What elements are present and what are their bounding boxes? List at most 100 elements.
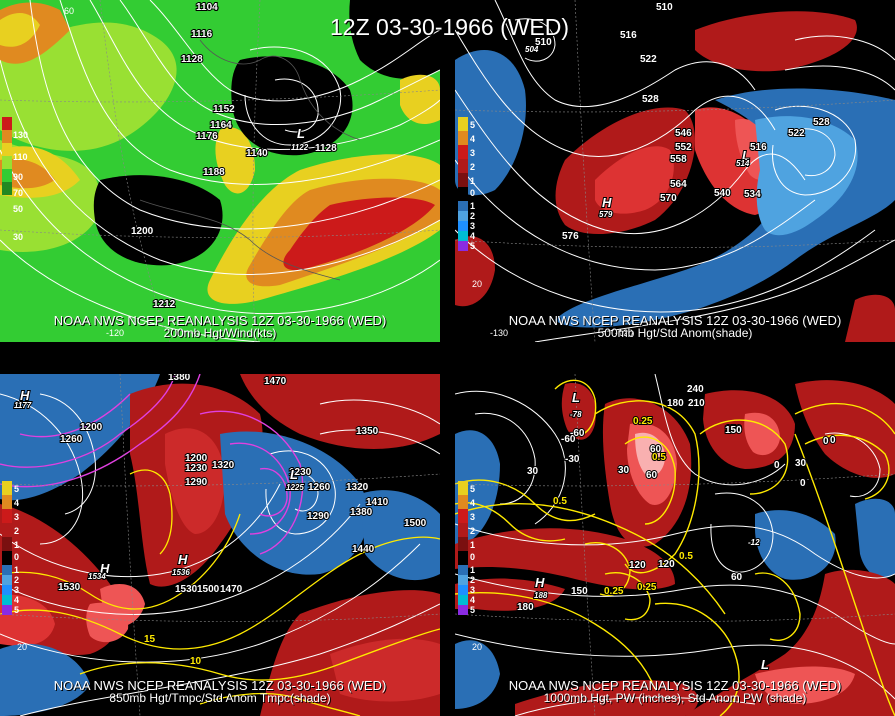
legend-label: 4 [470, 231, 475, 241]
contour-label: 0 [830, 435, 836, 446]
legend-label: 4 [470, 498, 475, 508]
panel-caption-line1: NOAA NWS NCEP REANALYSIS 12Z 03-30-1966 … [508, 678, 842, 693]
high-center-letter: H [602, 195, 612, 210]
contour-label: 30 [527, 466, 539, 477]
pw-label: 0.25 [633, 416, 653, 427]
low-center-value: -12 [748, 538, 760, 547]
high-center-letter: H [535, 575, 545, 590]
legend-label: 2 [470, 162, 475, 172]
lon-tick: -120 [106, 328, 124, 338]
contour-label: 60 [650, 444, 662, 455]
legend-label: 2 [470, 211, 475, 221]
legend-label: 5 [14, 484, 19, 494]
contour-label: 1290 [185, 477, 208, 488]
pw-label: 0.5 [679, 551, 693, 562]
panel-caption-line2: 200mb Hgt/Wind(kts) [163, 326, 277, 340]
legend-label: 2 [470, 575, 475, 585]
legend-label: 5 [470, 605, 475, 615]
legend-200mb: 130 110 90 70 50 30 [2, 117, 28, 242]
lat-tick: 20 [17, 642, 27, 652]
legend-850mb: 5 4 3 2 1 0 1 2 3 4 5 [2, 481, 19, 615]
contour-label: 522 [788, 128, 805, 139]
legend-label: 1 [14, 565, 19, 575]
contour-label: 1380 [168, 374, 191, 383]
legend-label: 3 [470, 512, 475, 522]
contour-label: 120 [658, 559, 675, 570]
legend-label: 1 [470, 540, 475, 550]
contour-label: 564 [670, 179, 687, 190]
legend-label: 3 [14, 585, 19, 595]
legend-label: 4 [14, 595, 19, 605]
legend-label: 0 [470, 552, 475, 562]
high-center-value: 1536 [172, 568, 190, 577]
panel-caption-line2: 500mb Hgt/Std Anom(shade) [597, 326, 753, 340]
contour-label: 1104 [196, 2, 218, 13]
map-1000mb: 5 4 3 2 1 0 1 2 3 4 5 240 180 210 -60 -3… [455, 374, 895, 716]
contour-label: 546 [675, 128, 692, 139]
temp-label: 15 [144, 634, 156, 645]
contour-label: 1500 [404, 518, 427, 529]
panel-200mb: 130 110 90 70 50 30 1104 1116 1128 1152 … [0, 0, 440, 342]
contour-label: 1440 [352, 544, 375, 555]
legend-label: 1 [470, 176, 475, 186]
contour-label: 528 [642, 94, 659, 105]
contour-label: 576 [562, 231, 579, 242]
low-center-value: 514 [736, 159, 750, 168]
contour-label: 1320 [346, 482, 369, 493]
contour-label: 210 [688, 398, 705, 409]
legend-label: 4 [470, 595, 475, 605]
panel-caption-line1: NOAA NWS NCEP REANALYSIS 12Z 03-30-1966 … [53, 678, 387, 693]
contour-label: 1290 [307, 511, 330, 522]
contour-label: 504 [525, 45, 539, 54]
contour-label: 510 [656, 2, 673, 13]
legend-label: 0 [470, 188, 475, 198]
contour-label: 1530 [175, 584, 198, 595]
panel-500mb: 5 4 3 2 1 0 1 2 3 4 5 510 516 522 528 54… [455, 0, 895, 342]
legend-label: 3 [470, 148, 475, 158]
map-200mb: 130 110 90 70 50 30 1104 1116 1128 1152 … [0, 0, 440, 342]
contour-label: 30 [795, 458, 807, 469]
temp-label: 10 [190, 656, 202, 667]
legend-label: 70 [13, 188, 23, 198]
pw-label: 0.25 [637, 582, 657, 593]
contour-label: 1140 [246, 148, 268, 159]
lat-tick: 60 [64, 6, 74, 16]
contour-label: 1260 [308, 482, 331, 493]
contour-label: 150 [725, 425, 742, 436]
low-center-value: -78 [570, 410, 582, 419]
legend-label: 5 [14, 605, 19, 615]
high-center-letter: H [178, 552, 188, 567]
contour-label: 0 [823, 436, 829, 447]
low-center-value: 1122 [291, 143, 309, 152]
legend-label: 3 [470, 221, 475, 231]
legend-label: 50 [13, 204, 23, 214]
contour-label: 1212 [153, 299, 176, 310]
contour-label: 558 [670, 154, 687, 165]
contour-label: 1470 [220, 584, 243, 595]
lon-tick: -130 [490, 328, 508, 338]
legend-label: 1 [470, 201, 475, 211]
contour-label: 1260 [60, 434, 83, 445]
contour-label: 1164 [210, 120, 232, 131]
contour-label: 1116 [191, 29, 213, 40]
lat-tick: 20 [472, 642, 482, 652]
contour-label: 120 [629, 560, 646, 571]
contour-label: 528 [813, 117, 830, 128]
lat-tick: 20 [472, 279, 482, 289]
legend-label: 90 [13, 172, 23, 182]
pw-label: 0.25 [604, 586, 624, 597]
contour-label: 60 [731, 572, 743, 583]
legend-label: 5 [470, 241, 475, 251]
legend-label: 4 [470, 134, 475, 144]
contour-label: 1530 [58, 582, 81, 593]
map-850mb: 5 4 3 2 1 0 1 2 3 4 5 1380 1470 1350 120… [0, 374, 440, 716]
low-center-letter: L [290, 467, 298, 482]
contour-label: 240 [687, 384, 704, 395]
legend-label: 3 [470, 585, 475, 595]
panel-caption-line1: NOAA NWS NCEP REANALYSIS 12Z 03-30-1966 … [508, 313, 842, 328]
lon-tick: -120 [615, 328, 633, 338]
contour-label: 1470 [264, 376, 287, 387]
legend-label: 5 [470, 120, 475, 130]
contour-label: 150 [725, 424, 742, 435]
panel-caption-line2: 1000mb Hgt, PW (inches), Std Anom PW (sh… [543, 691, 807, 705]
